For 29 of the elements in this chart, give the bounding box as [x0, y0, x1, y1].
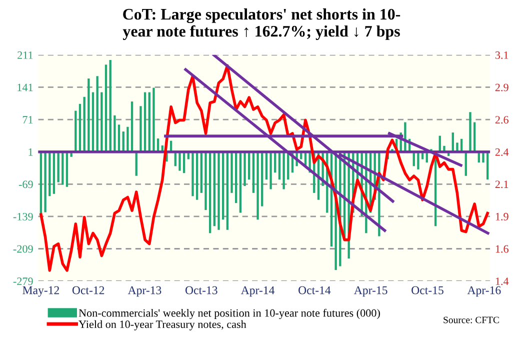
y2-tick-label: 3.1: [495, 51, 508, 59]
y2-tick-label: 2.6: [495, 116, 508, 124]
y-tick-label: -69: [18, 180, 33, 188]
x-tick-label: Oct-14: [298, 286, 331, 294]
y2-tick-label: 2.9: [495, 84, 508, 92]
x-tick-label: Apr-16: [467, 286, 501, 297]
x-tick-label: Oct-12: [72, 286, 104, 294]
y2-tick-label: 1.6: [496, 245, 508, 253]
legend-label: Yield on 10-year Treasury notes, cash: [78, 320, 246, 330]
y-tick-label: 71: [22, 116, 33, 124]
y-tick-label: -139: [13, 212, 33, 220]
y-tick-label: -209: [13, 245, 33, 253]
x-tick-label: Oct-15: [412, 286, 444, 294]
y-tick-label: 141: [18, 84, 33, 92]
legend-label: Non-commercials' weekly net position in 10-year note futures (000): [78, 308, 380, 320]
chart-title: CoT: Large speculators' net shorts in 10- year note futures ↑ 162.7%; yield ↓ 7 bps: [122, 8, 400, 40]
y-tick-label: 1: [28, 148, 33, 156]
y2-tick-label: 1.4: [496, 278, 509, 286]
y2-tick-label: 2.4: [495, 148, 509, 156]
y-tick-label: -279: [13, 278, 33, 286]
x-tick-label: Apr-14: [240, 286, 275, 297]
y-tick-label: 211: [18, 51, 33, 59]
y2-tick-label: 2.1: [495, 180, 508, 188]
x-tick-label: Oct-13: [185, 286, 218, 294]
y2-tick-label: 1.9: [496, 212, 508, 220]
source-note: Source: CFTC: [444, 316, 499, 324]
x-tick-label: May-12: [22, 286, 60, 297]
x-tick-label: Apr-13: [128, 286, 162, 297]
x-tick-label: Apr-15: [354, 286, 388, 297]
